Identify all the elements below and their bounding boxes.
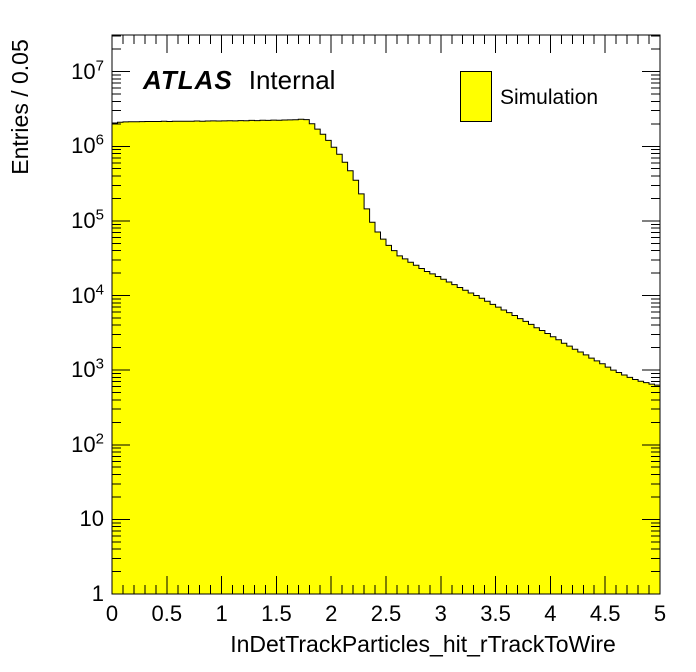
x-tick-label: 2.5 xyxy=(370,601,402,626)
x-tick-label: 4.5 xyxy=(589,601,621,626)
y-tick-label: 1 xyxy=(91,581,104,606)
approval-status-label: Internal xyxy=(248,65,336,95)
y-tick-label: 102 xyxy=(71,430,104,457)
plot-frame xyxy=(111,34,661,595)
y-tick-label: 105 xyxy=(71,206,104,233)
y-tick-label: 104 xyxy=(71,281,104,308)
legend-entry-label: Simulation xyxy=(500,86,599,109)
legend-swatch-simulation xyxy=(460,71,492,122)
x-tick-label: 0 xyxy=(105,601,119,626)
atlas-wordmark: ATLAS xyxy=(143,65,233,95)
y-axis-title: Entries / 0.05 xyxy=(7,39,33,175)
y-tick-label: 106 xyxy=(71,131,104,159)
experiment-label: ATLAS Internal xyxy=(143,66,335,94)
x-tick-label: 3 xyxy=(434,601,447,626)
x-tick-label: 1 xyxy=(215,601,228,626)
x-tick-label: 2 xyxy=(325,601,338,626)
y-tick-label: 10 xyxy=(79,506,104,532)
y-tick-label: 103 xyxy=(71,355,104,383)
x-tick-label: 1.5 xyxy=(261,601,292,626)
histogram-simulation xyxy=(111,118,661,595)
x-tick-label: 3.5 xyxy=(480,601,511,626)
x-tick-label: 0.5 xyxy=(151,601,183,626)
x-axis-title: InDetTrackParticles_hit_rTrackToWire xyxy=(230,631,616,657)
x-tick-label: 5 xyxy=(653,601,667,626)
y-tick-label: 107 xyxy=(71,57,104,84)
x-tick-label: 4 xyxy=(544,601,557,626)
